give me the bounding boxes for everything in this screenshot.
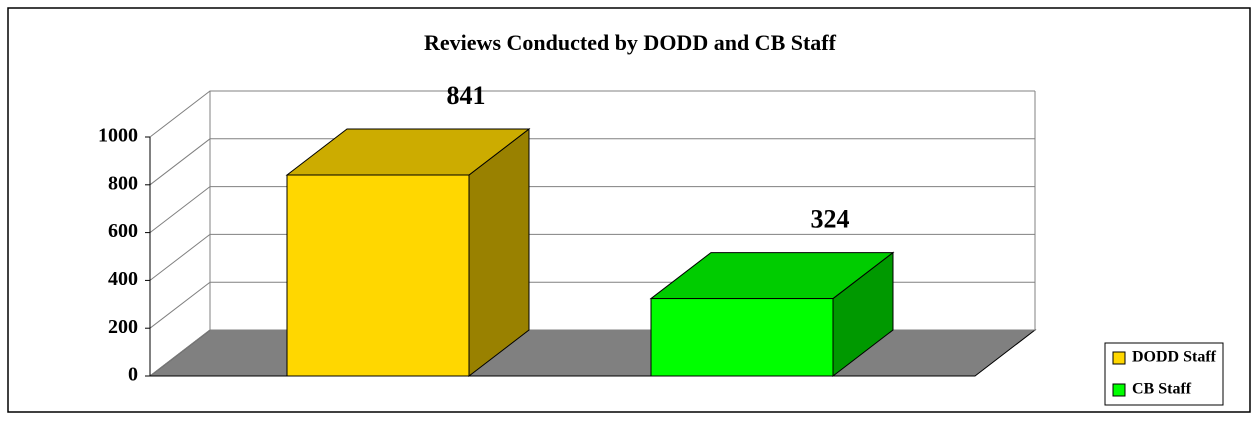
bars xyxy=(285,127,895,378)
bar xyxy=(286,174,470,377)
y-tick-label: 400 xyxy=(108,268,138,290)
y-tick-label: 1000 xyxy=(98,125,138,147)
chart-title: Reviews Conducted by DODD and CB Staff xyxy=(424,30,837,55)
y-tick-label: 0 xyxy=(128,364,138,386)
y-tick-label: 200 xyxy=(108,316,138,338)
data-label: 324 xyxy=(811,205,850,234)
grid-line xyxy=(149,233,1035,281)
grid-line xyxy=(149,138,1035,186)
y-tick-label: 600 xyxy=(108,220,138,242)
legend-swatch xyxy=(1112,383,1126,397)
bar xyxy=(650,298,834,377)
grid-line xyxy=(149,186,1035,233)
y-tick-label: 800 xyxy=(108,172,138,194)
legend-swatch xyxy=(1112,351,1126,365)
grid xyxy=(149,90,1035,377)
legend-label: DODD Staff xyxy=(1132,349,1217,366)
grid-line xyxy=(149,90,1035,138)
floor xyxy=(148,329,1037,377)
data-label: 841 xyxy=(447,81,486,110)
legend-label: CB Staff xyxy=(1132,381,1192,398)
